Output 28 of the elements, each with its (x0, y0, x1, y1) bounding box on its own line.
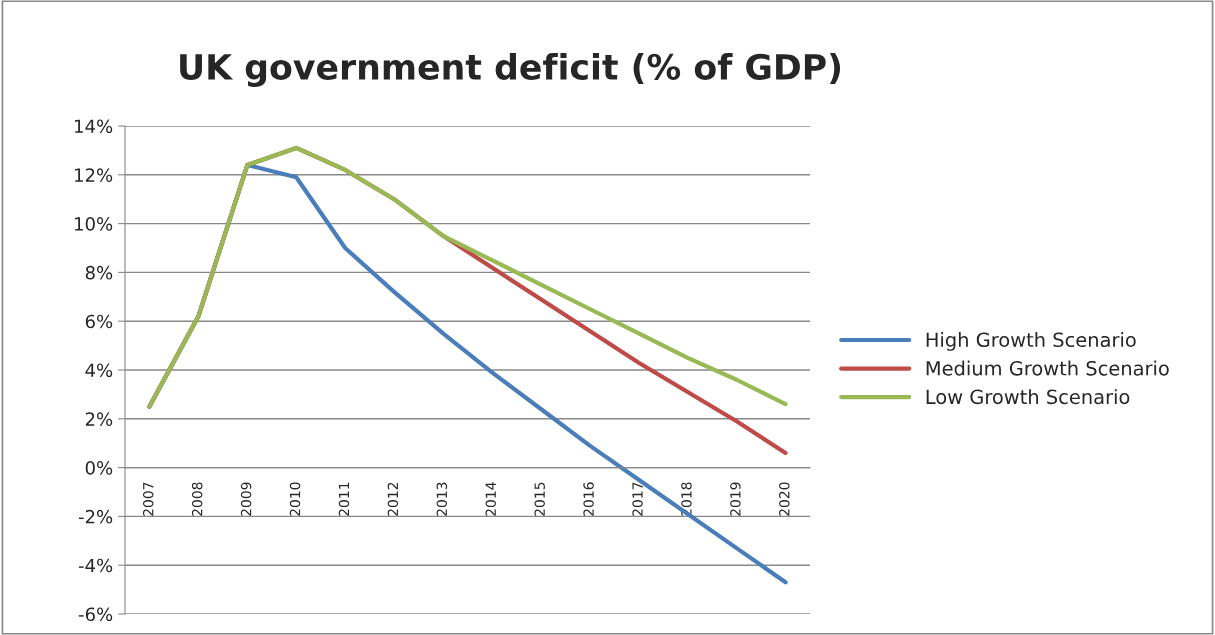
x-tick-label: 2008 (191, 482, 203, 516)
x-tick-label: 2015 (534, 482, 545, 516)
chart-title: UK government deficit (% of GDP) (180, 53, 841, 87)
x-tick-label: 2014 (485, 482, 496, 516)
y-tick-label: 4% (85, 363, 113, 378)
y-tick-label: 14% (75, 119, 113, 134)
x-tick-label: 2017 (632, 482, 643, 516)
x-tick-label: 2016 (583, 482, 594, 516)
y-tick-label: -6% (78, 607, 113, 622)
y-tick-label: 0% (85, 461, 113, 475)
y-tick-label: 2% (85, 412, 113, 426)
x-tick-label: 2013 (436, 482, 448, 516)
x-tick-label: 2019 (730, 482, 741, 516)
legend-label: High Growth Scenario (926, 332, 1136, 351)
y-tick-label: 8% (85, 265, 113, 280)
x-tick-label: 2009 (240, 482, 252, 516)
y-tick-label: -2% (78, 509, 113, 524)
x-tick-label: 2007 (142, 482, 154, 516)
x-tick-label: 2010 (289, 482, 301, 516)
legend-label: Medium Growth Scenario (926, 360, 1169, 376)
y-tick-label: 10% (75, 217, 113, 231)
x-tick-label: 2011 (338, 482, 350, 516)
x-tick-label: 2012 (387, 482, 399, 516)
y-tick-label: 12% (75, 168, 113, 182)
y-tick-label: -4% (78, 558, 113, 573)
y-tick-label: 6% (85, 314, 113, 329)
x-tick-label: 2020 (779, 482, 790, 516)
legend-label: Low Growth Scenario (926, 389, 1130, 405)
